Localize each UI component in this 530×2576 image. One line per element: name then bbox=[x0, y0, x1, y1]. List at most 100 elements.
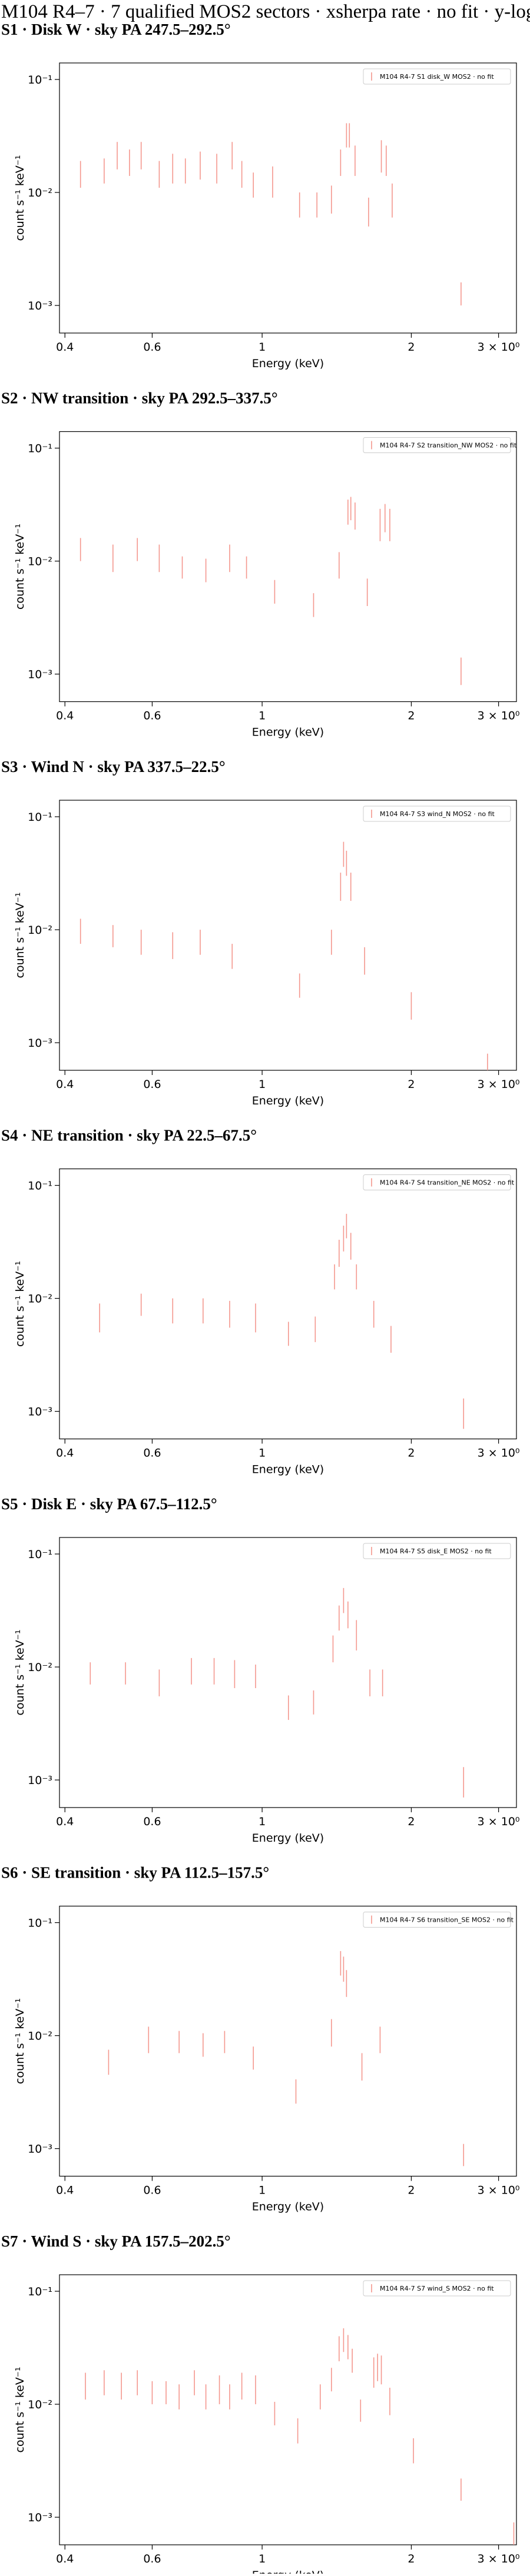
x-tick-label: 3 × 10⁰ bbox=[478, 1078, 520, 1091]
axes-frame bbox=[59, 1537, 517, 1808]
y-tick-label: 10⁻¹ bbox=[28, 1180, 52, 1193]
data-layer bbox=[90, 1587, 465, 1798]
data-layer bbox=[85, 2328, 515, 2545]
legend-label: M104 R4-7 S1 disk_W MOS2 · no fit bbox=[380, 73, 494, 81]
panel-title: S4 · NE transition · sky PA 22.5–67.5° bbox=[1, 1127, 257, 1144]
y-axis-label: count s⁻¹ keV⁻¹ bbox=[14, 155, 26, 241]
legend-label: M104 R4-7 S7 wind_S MOS2 · no fit bbox=[380, 2285, 494, 2292]
axes-frame bbox=[59, 431, 517, 703]
y-tick-label: 10⁻¹ bbox=[28, 2285, 52, 2298]
y-tick-label: 10⁻² bbox=[28, 2030, 52, 2043]
panel-title: S5 · Disk E · sky PA 67.5–112.5° bbox=[1, 1495, 217, 1513]
x-tick-label: 2 bbox=[408, 1815, 415, 1828]
x-tick-label: 3 × 10⁰ bbox=[478, 1447, 520, 1460]
x-tick-label: 0.6 bbox=[143, 1078, 161, 1091]
y-tick-label: 10⁻³ bbox=[28, 2143, 52, 2156]
x-tick-label: 0.6 bbox=[143, 2184, 161, 2197]
y-axis-label: count s⁻¹ keV⁻¹ bbox=[14, 2367, 26, 2453]
axes-frame bbox=[59, 2274, 517, 2545]
data-layer bbox=[108, 1951, 465, 2166]
panel: S1 · Disk W · sky PA 247.5–292.5° 0.4 0.6 1… bbox=[1, 21, 520, 370]
x-axis-label: Energy (keV) bbox=[252, 357, 324, 370]
x-tick-label: 0.6 bbox=[143, 341, 161, 354]
legend-box bbox=[363, 2280, 511, 2297]
x-tick-label: 0.4 bbox=[56, 341, 74, 354]
panel: S6 · SE transition · sky PA 112.5–157.5°… bbox=[1, 1864, 520, 2214]
panel-title: S2 · NW transition · sky PA 292.5–337.5° bbox=[1, 390, 278, 407]
y-tick-label: 10⁻³ bbox=[28, 1774, 52, 1787]
x-axis-label: Energy (keV) bbox=[252, 1094, 324, 1107]
x-tick-label: 2 bbox=[408, 341, 415, 354]
legend-label: M104 R4-7 S2 transition_NW MOS2 · no fit bbox=[380, 442, 517, 450]
x-tick-label: 0.6 bbox=[143, 710, 161, 723]
legend-box bbox=[363, 68, 511, 85]
y-tick-label: 10⁻² bbox=[28, 924, 52, 937]
y-tick-label: 10⁻² bbox=[28, 2398, 52, 2411]
x-axis-label: Energy (keV) bbox=[252, 726, 324, 739]
panel-title: S3 · Wind N · sky PA 337.5–22.5° bbox=[1, 758, 226, 776]
x-axis-label: Energy (keV) bbox=[252, 1463, 324, 1476]
panel-title: S1 · Disk W · sky PA 247.5–292.5° bbox=[1, 21, 231, 38]
y-tick-label: 10⁻³ bbox=[28, 1037, 52, 1050]
legend-label: M104 R4-7 S3 wind_N MOS2 · no fit bbox=[380, 810, 495, 818]
y-tick-label: 10⁻¹ bbox=[28, 74, 52, 86]
y-tick-label: 10⁻² bbox=[28, 187, 52, 199]
legend-label: M104 R4-7 S4 transition_NE MOS2 · no fit bbox=[380, 1179, 515, 1187]
legend-box bbox=[363, 437, 511, 453]
x-tick-label: 0.4 bbox=[56, 2552, 74, 2565]
x-tick-label: 0.4 bbox=[56, 1447, 74, 1460]
x-tick-label: 2 bbox=[408, 1078, 415, 1091]
page-title: M104 R4–7 · 7 qualified MOS2 sectors · x… bbox=[1, 1, 530, 22]
y-tick-label: 10⁻¹ bbox=[28, 1917, 52, 1930]
x-tick-label: 3 × 10⁰ bbox=[478, 1815, 520, 1828]
x-tick-label: 3 × 10⁰ bbox=[478, 2184, 520, 2197]
x-tick-label: 0.4 bbox=[56, 710, 74, 723]
y-tick-label: 10⁻¹ bbox=[28, 811, 52, 824]
y-tick-label: 10⁻² bbox=[28, 1293, 52, 1306]
panel-title: S6 · SE transition · sky PA 112.5–157.5° bbox=[1, 1864, 269, 1882]
axes-frame bbox=[59, 800, 517, 1071]
y-tick-label: 10⁻¹ bbox=[28, 1548, 52, 1561]
data-layer bbox=[99, 1213, 465, 1429]
x-tick-label: 0.4 bbox=[56, 2184, 74, 2197]
panel: S4 · NE transition · sky PA 22.5–67.5° 0.… bbox=[1, 1127, 520, 1476]
x-tick-label: 3 × 10⁰ bbox=[478, 710, 520, 723]
x-tick-label: 2 bbox=[408, 1447, 415, 1460]
x-tick-label: 0.4 bbox=[56, 1078, 74, 1091]
axes-frame bbox=[59, 1905, 517, 2177]
x-tick-label: 1 bbox=[259, 1815, 266, 1828]
legend-box bbox=[363, 1543, 511, 1559]
y-axis-label: count s⁻¹ keV⁻¹ bbox=[14, 1998, 26, 2084]
y-tick-label: 10⁻³ bbox=[28, 2511, 52, 2524]
x-tick-label: 1 bbox=[259, 2184, 266, 2197]
x-tick-label: 1 bbox=[259, 1078, 266, 1091]
x-tick-label: 2 bbox=[408, 2184, 415, 2197]
y-tick-label: 10⁻² bbox=[28, 555, 52, 568]
y-tick-label: 10⁻³ bbox=[28, 299, 52, 312]
y-tick-label: 10⁻² bbox=[28, 1661, 52, 1674]
legend-label: M104 R4-7 S6 transition_SE MOS2 · no fit bbox=[380, 1916, 514, 1924]
x-tick-label: 3 × 10⁰ bbox=[478, 2552, 520, 2565]
panel: S3 · Wind N · sky PA 337.5–22.5° 0.4 0.6 1 2… bbox=[1, 758, 520, 1107]
axes-frame bbox=[59, 62, 517, 334]
panel-title: S7 · Wind S · sky PA 157.5–202.5° bbox=[1, 2232, 231, 2250]
y-tick-label: 10⁻¹ bbox=[28, 442, 52, 455]
y-axis-label: count s⁻¹ keV⁻¹ bbox=[14, 1261, 26, 1347]
x-tick-label: 0.6 bbox=[143, 2552, 161, 2565]
x-tick-label: 2 bbox=[408, 2552, 415, 2565]
x-tick-label: 0.6 bbox=[143, 1447, 161, 1460]
legend-box bbox=[363, 1174, 511, 1190]
data-layer bbox=[80, 841, 488, 1070]
panel: S2 · NW transition · sky PA 292.5–337.5°… bbox=[1, 390, 520, 739]
y-axis-label: count s⁻¹ keV⁻¹ bbox=[14, 1630, 26, 1716]
y-axis-label: count s⁻¹ keV⁻¹ bbox=[14, 524, 26, 610]
x-tick-label: 0.4 bbox=[56, 1815, 74, 1828]
x-tick-label: 1 bbox=[259, 710, 266, 723]
x-tick-label: 3 × 10⁰ bbox=[478, 341, 520, 354]
x-axis-label: Energy (keV) bbox=[252, 1832, 324, 1845]
x-tick-label: 1 bbox=[259, 2552, 266, 2565]
x-axis-label: Energy (keV) bbox=[252, 2569, 324, 2574]
legend-label: M104 R4-7 S5 disk_E MOS2 · no fit bbox=[380, 1547, 492, 1555]
x-axis-label: Energy (keV) bbox=[252, 2201, 324, 2214]
